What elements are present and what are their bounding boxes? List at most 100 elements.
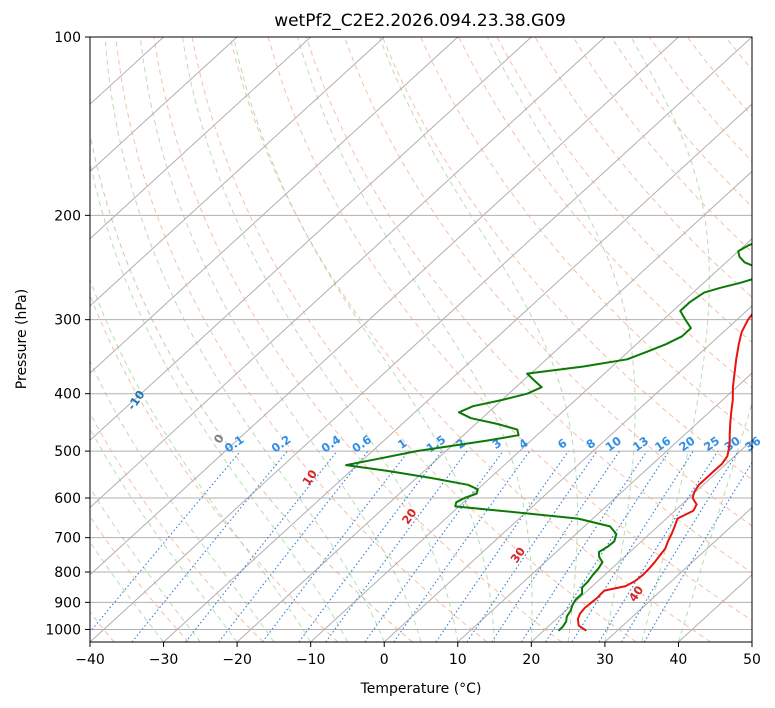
x-axis-label: Temperature (°C) <box>360 681 482 697</box>
y-tick-label: 700 <box>54 531 81 547</box>
moist-adiabat-line <box>297 37 533 642</box>
sounding-profiles <box>345 242 752 632</box>
mixing-ratio-line <box>262 450 409 642</box>
x-tick-label: 50 <box>743 652 761 668</box>
temperature-profile-line <box>576 312 752 632</box>
dry-adiabat-line <box>610 37 752 208</box>
mixing-ratio-line <box>571 450 694 642</box>
x-tick-label: −30 <box>149 652 179 668</box>
moist-adiabat-line <box>677 401 752 642</box>
mixing-ratio-line <box>621 450 739 642</box>
grid-lines <box>90 37 752 642</box>
isotherm-line <box>383 305 752 642</box>
mixing-ratio-label: 6 <box>555 436 570 452</box>
x-tick-label: 0 <box>380 652 389 668</box>
mixing-ratio-line <box>325 450 468 642</box>
dry-adiabat-line <box>115 37 488 642</box>
moist-adiabat-line <box>182 37 459 642</box>
dry-adiabat-line <box>496 37 752 344</box>
dry-adiabats <box>90 37 775 642</box>
isotherm-line <box>457 372 752 642</box>
x-tick-label: −20 <box>222 652 252 668</box>
dry-adiabat-line <box>458 37 752 389</box>
mixing-ratio-line <box>185 450 338 642</box>
moist-adiabat-line <box>379 37 578 642</box>
dry-adiabat-label: 10 <box>299 467 320 488</box>
mixing-ratio-label: 1 <box>395 436 410 452</box>
mixing-ratio-label: 0.4 <box>319 432 344 455</box>
mixing-ratio-line <box>521 450 648 642</box>
mixing-ratio-label: 4 <box>516 436 531 452</box>
y-tick-label: 400 <box>54 387 81 403</box>
moist-adiabat-line <box>90 427 238 642</box>
dry-adiabat-line <box>191 37 637 642</box>
isotherm-line <box>163 103 752 642</box>
mixing-ratio-line <box>435 450 569 642</box>
mixing-ratio-line <box>393 450 531 642</box>
plot-frame <box>89 36 753 643</box>
dry-adiabat-label: 20 <box>399 506 420 527</box>
mixing-ratio-label: 0.2 <box>269 432 294 455</box>
mixing-ratio-line <box>218 450 369 642</box>
isotherm-line <box>90 37 679 576</box>
moist-adiabat-line <box>486 37 636 642</box>
mixing-ratio-line <box>466 450 598 642</box>
dry-adiabat-line <box>343 37 752 527</box>
moist-adiabat-line <box>90 278 312 642</box>
isotherm-line <box>90 37 238 173</box>
isotherm-line <box>90 37 532 442</box>
y-tick-label: 500 <box>54 444 81 460</box>
dry-adiabat-line <box>229 37 712 642</box>
mixing-ratio-line <box>598 450 719 642</box>
moist-adiabat-line <box>90 360 275 642</box>
x-axis-ticks: −40 −30 −20 −10 0 10 20 30 40 50 <box>75 642 761 668</box>
y-axis-ticks: 100 200 300 400 500 600 700 800 900 1000 <box>45 30 90 638</box>
x-tick-label: 10 <box>449 652 467 668</box>
y-tick-label: 300 <box>54 313 81 329</box>
dry-adiabat-label: 30 <box>507 544 528 565</box>
dry-adiabat-line <box>305 37 752 574</box>
dry-adiabat-line <box>267 37 752 622</box>
mixing-ratio-label: 8 <box>583 436 598 452</box>
moist-adiabat-line <box>90 487 201 642</box>
y-tick-label: 800 <box>54 565 81 581</box>
mixing-ratio-line <box>90 450 241 633</box>
dry-adiabat-line <box>725 37 752 71</box>
y-tick-label: 100 <box>54 30 81 46</box>
isotherm-line <box>90 37 312 240</box>
isotherm-line <box>530 439 752 642</box>
moist-adiabat-line <box>90 160 348 642</box>
isotherm-line <box>236 170 752 642</box>
dry-adiabat-line <box>90 515 190 642</box>
mixing-ratio-line <box>545 450 670 642</box>
dry-adiabat-line <box>648 37 752 163</box>
isotherm-line <box>751 641 752 642</box>
x-tick-label: 20 <box>522 652 540 668</box>
y-tick-label: 900 <box>54 595 81 611</box>
dry-adiabat-line <box>764 37 775 642</box>
moist-adiabat-line <box>104 37 385 642</box>
y-axis-label: Pressure (hPa) <box>14 289 30 389</box>
isotherm-line <box>604 506 752 642</box>
dry-adiabat-line <box>686 37 752 117</box>
dry-adiabat-line <box>90 293 339 642</box>
x-tick-label: −10 <box>296 652 326 668</box>
dry-adiabat-line <box>153 37 562 642</box>
dry-adiabat-line <box>90 131 413 642</box>
isotherm-line <box>310 237 752 642</box>
x-tick-label: −40 <box>75 652 105 668</box>
x-tick-label: 40 <box>670 652 688 668</box>
mixing-ratio-line <box>364 450 504 642</box>
dewpoint-profile-line <box>345 242 752 632</box>
dry-adiabat-line <box>90 412 264 642</box>
isotherm-line <box>90 37 459 374</box>
moist-adiabat-line <box>139 37 422 642</box>
moist-adiabat-line <box>233 37 496 642</box>
mixing-ratio-line <box>131 450 288 642</box>
mixing-ratio-lines <box>90 450 752 642</box>
y-tick-label: 1000 <box>45 622 81 638</box>
isotherm-line <box>90 37 385 307</box>
isotherm-line <box>90 37 606 509</box>
moist-adiabats <box>90 37 752 642</box>
